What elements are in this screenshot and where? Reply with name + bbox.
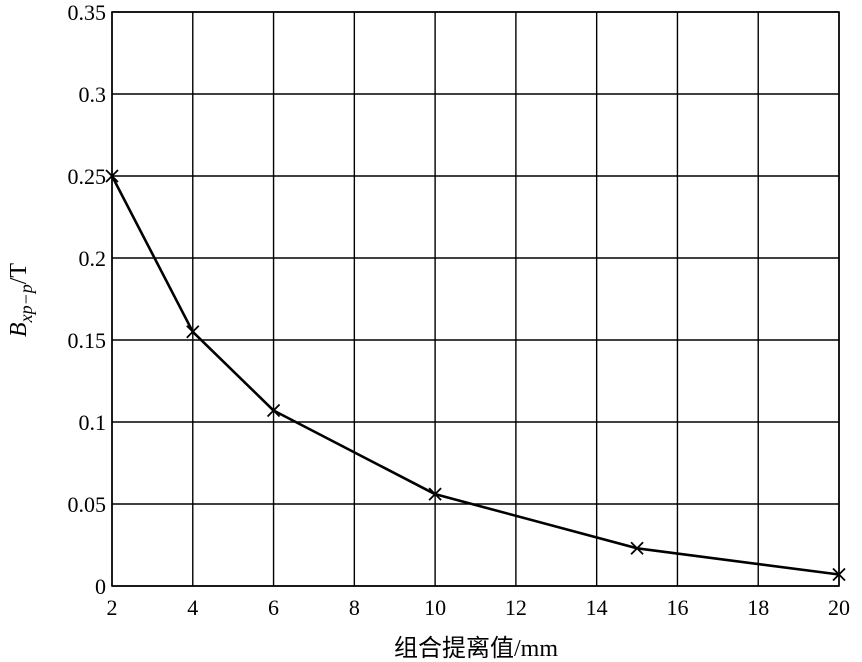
- y-tick-label: 0: [95, 574, 106, 599]
- x-tick-label: 8: [349, 595, 360, 620]
- data-point-marker: [630, 541, 644, 555]
- data-point-marker: [186, 325, 200, 339]
- x-tick-label: 4: [187, 595, 198, 620]
- y-tick-label: 0.2: [79, 246, 107, 271]
- data-point-marker: [428, 487, 442, 501]
- x-axis-ticks: 2 4 6 8 10 12 14 16 18 20: [107, 595, 851, 620]
- data-point-marker: [832, 567, 846, 582]
- grid-lines: [111, 11, 840, 587]
- x-tick-label: 20: [828, 595, 850, 620]
- y-axis-title: Bxp−p/T: [6, 263, 36, 337]
- x-tick-label: 14: [586, 595, 608, 620]
- x-tick-label: 16: [666, 595, 688, 620]
- x-axis-title: 组合提离值/mm: [394, 635, 558, 662]
- x-tick-label: 12: [505, 595, 527, 620]
- data-series: [105, 169, 846, 582]
- x-tick-label: 18: [747, 595, 769, 620]
- y-tick-label: 0.15: [68, 328, 107, 353]
- x-tick-label: 10: [424, 595, 446, 620]
- data-point-marker: [105, 169, 119, 183]
- data-point-marker: [266, 403, 281, 418]
- y-tick-label: 0.3: [79, 82, 107, 107]
- y-axis-ticks: 0 0.05 0.1 0.15 0.2 0.25 0.3 0.35: [68, 0, 107, 599]
- y-tick-label: 0.25: [68, 164, 107, 189]
- plot-frame: [111, 11, 840, 587]
- y-tick-label: 0.35: [68, 0, 107, 25]
- x-tick-label: 6: [268, 595, 279, 620]
- y-tick-label: 0.1: [79, 410, 107, 435]
- x-tick-label: 2: [107, 595, 118, 620]
- y-tick-label: 0.05: [68, 492, 107, 517]
- series-line: [110, 175, 840, 576]
